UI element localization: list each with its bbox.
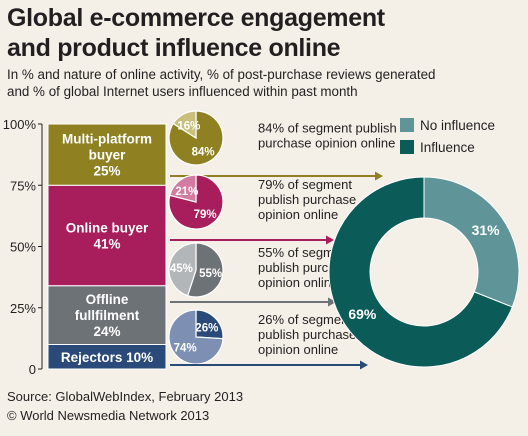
pie-description: 26% of segment bbox=[258, 312, 352, 327]
y-tick-label: 25% bbox=[10, 301, 36, 316]
pie-description: opinion online bbox=[258, 275, 338, 290]
pie-description: opinion online bbox=[258, 342, 338, 357]
bar-segment-label: Offline bbox=[86, 292, 129, 307]
bar-segment-label: 41% bbox=[93, 236, 120, 251]
bar-segment-label: buyer bbox=[89, 148, 127, 163]
legend-swatch bbox=[400, 118, 414, 132]
subtitle-line-2: and % of global Internet users influence… bbox=[7, 84, 358, 99]
donut-slice-label: 31% bbox=[472, 222, 501, 238]
pie-slice-2-1 bbox=[168, 242, 197, 297]
y-tick-label: 0 bbox=[29, 362, 36, 377]
subtitle-line-1: In % and nature of online activity, % of… bbox=[7, 67, 436, 82]
pie-description: publish purchase bbox=[258, 327, 356, 342]
copyright-line: © World Newsmedia Network 2013 bbox=[7, 408, 210, 423]
pie-slice-label: 74% bbox=[174, 343, 197, 355]
pie-slice-label: 79% bbox=[194, 209, 217, 221]
pie-description: 55% of segment bbox=[258, 245, 352, 260]
y-tick-label: 100% bbox=[3, 117, 37, 132]
pie-slice-label: 55% bbox=[199, 268, 222, 280]
donut-slice-0 bbox=[423, 176, 520, 308]
pie-slice-3-1 bbox=[168, 309, 224, 365]
bar-segment-3 bbox=[47, 123, 167, 186]
legend-swatch bbox=[400, 140, 414, 154]
flow-arrow-head bbox=[360, 360, 368, 370]
bar-segment-label: fullfilment bbox=[75, 308, 140, 323]
bar-segment-0 bbox=[47, 344, 167, 370]
y-tick-label: 75% bbox=[10, 178, 36, 193]
bar-segment-label: Online buyer bbox=[66, 220, 149, 235]
pie-description: 84% of segment publish bbox=[258, 121, 397, 136]
flow-arrow-head bbox=[328, 297, 336, 307]
legend-label: No influence bbox=[420, 118, 495, 133]
pie-slice-label: 21% bbox=[175, 186, 198, 198]
pie-description: purchase opinion online bbox=[258, 136, 395, 151]
pie-description: opinion online bbox=[258, 207, 338, 222]
flow-arrow-head bbox=[326, 235, 334, 245]
bar-segment-label: 24% bbox=[93, 324, 120, 339]
title-line-2: and product influence online bbox=[7, 34, 341, 62]
bar-segment-1 bbox=[47, 285, 167, 346]
pie-slice-label: 16% bbox=[177, 120, 200, 132]
pie-slice-label: 26% bbox=[195, 322, 218, 334]
pie-description: publish purchase bbox=[258, 192, 356, 207]
source-line: Source: GlobalWebIndex, February 2013 bbox=[7, 389, 244, 404]
bar-segment-label: Multi-platform bbox=[62, 132, 152, 147]
pie-slice-label: 84% bbox=[192, 147, 215, 159]
pie-slice-label: 45% bbox=[170, 263, 193, 275]
source-note: Source: GlobalWebIndex, February 2013 © … bbox=[7, 387, 243, 425]
chart-subtitle: In % and nature of online activity, % of… bbox=[7, 66, 522, 100]
y-tick-label: 50% bbox=[10, 240, 36, 255]
legend-label: Influence bbox=[420, 140, 475, 155]
donut-slice-label: 69% bbox=[348, 306, 377, 322]
pie-slice-1-1 bbox=[169, 174, 197, 203]
flow-arrow-head bbox=[375, 171, 383, 181]
title-line-1: Global e-commerce engagement bbox=[7, 4, 385, 32]
pie-slice-0-1 bbox=[172, 110, 197, 140]
bar-segment-label: Rejectors 10% bbox=[61, 350, 153, 365]
bar-segment-2 bbox=[47, 184, 167, 287]
pie-description: 79% of segment bbox=[258, 177, 352, 192]
chart-title: Global e-commerce engagement and product… bbox=[7, 3, 522, 63]
donut-slice-1 bbox=[328, 176, 513, 368]
bar-segment-label: 25% bbox=[93, 164, 120, 179]
pie-slice-3-0 bbox=[195, 309, 224, 340]
